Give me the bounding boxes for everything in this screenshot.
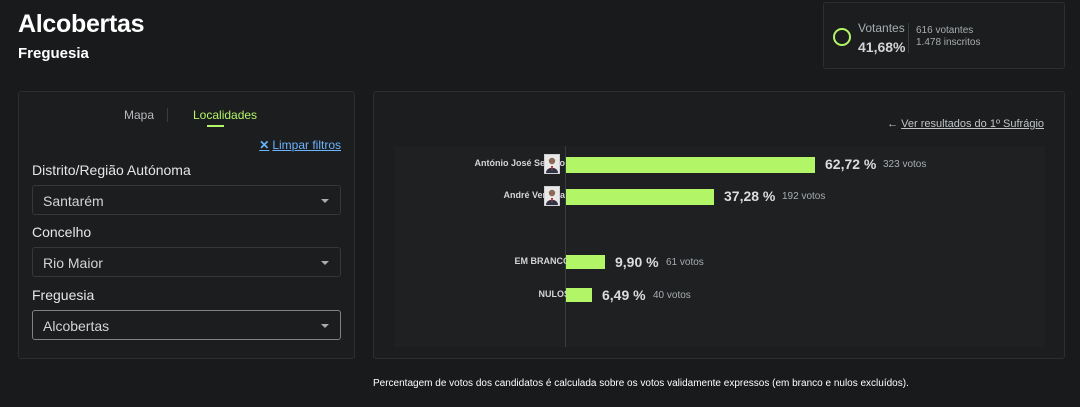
bar-votes-ant-nio-jos-seguro: 323 votos (883, 159, 927, 170)
results-chart: António José Seguro 62,72 % 323 votos André… (394, 146, 1045, 347)
bar-percentage-ant-nio-jos-seguro: 62,72 % (825, 156, 877, 172)
clear-filters-label: Limpar filtros (272, 138, 341, 152)
first-round-link[interactable]: ← Ver resultados do 1º Sufrágio (887, 118, 1044, 130)
parish-select[interactable]: Alcobertas (32, 310, 341, 340)
results-panel: ← Ver resultados do 1º Sufrágio António … (373, 91, 1065, 359)
district-select[interactable]: Santarém (32, 185, 341, 215)
municipality-label: Concelho (32, 224, 92, 240)
page-title: Alcobertas (18, 10, 145, 38)
page-subtitle: Freguesia (18, 45, 89, 62)
turnout-label: Votantes (858, 21, 905, 35)
voters-count: 616 votantes (916, 25, 974, 36)
district-label: Distrito/Região Autónoma (32, 162, 191, 178)
parish-value: Alcobertas (43, 318, 110, 334)
bar-percentage-em-branco: 9,90 % (615, 254, 659, 270)
close-icon: ✕ (259, 138, 270, 152)
municipality-select[interactable]: Rio Maior (32, 247, 341, 277)
municipality-value: Rio Maior (43, 255, 103, 271)
bar-label-em-branco: EM BRANCO (514, 256, 571, 266)
tab-localities[interactable]: Localidades (193, 108, 258, 122)
active-tab-indicator (207, 125, 224, 127)
tab-map[interactable]: Mapa (124, 108, 155, 122)
bar-votes-em-branco: 61 votos (666, 257, 704, 268)
district-value: Santarém (43, 193, 104, 209)
bar-percentage-nulos: 6,49 % (602, 287, 646, 303)
turnout-ring-icon (833, 28, 851, 46)
bar-ant-nio-jos-seguro (566, 157, 815, 173)
clear-filters-link[interactable]: ✕ Limpar filtros (259, 138, 341, 152)
first-round-label: Ver resultados do 1º Sufrágio (901, 118, 1044, 130)
bar-label-nulos: NULOS (538, 289, 571, 299)
footnote: Percentagem de votos dos candidatos é ca… (373, 378, 909, 389)
bar-nulos (566, 288, 592, 302)
candidate-avatar-icon (544, 186, 560, 206)
chevron-down-icon (321, 261, 329, 265)
turnout-card: Votantes 41,68% 616 votantes 1.478 inscr… (823, 2, 1065, 69)
bar-votes-andr-ventura: 192 votos (782, 191, 826, 202)
chevron-down-icon (321, 199, 329, 203)
chart-axis (565, 146, 566, 347)
bar-label-ant-nio-jos-seguro: António José Seguro (474, 158, 565, 168)
bar-votes-nulos: 40 votos (653, 290, 691, 301)
arrow-left-icon: ← (887, 118, 899, 130)
tab-separator (167, 108, 168, 122)
parish-label: Freguesia (32, 287, 95, 303)
turnout-divider (908, 23, 909, 53)
bar-label-andr-ventura: André Ventura (503, 190, 565, 200)
filters-panel: Mapa Localidades ✕ Limpar filtros Distri… (18, 91, 355, 359)
bar-em-branco (566, 255, 605, 269)
bar-andr-ventura (566, 189, 714, 205)
chevron-down-icon (321, 324, 329, 328)
bar-percentage-andr-ventura: 37,28 % (724, 188, 776, 204)
turnout-percentage: 41,68% (858, 39, 906, 55)
candidate-avatar-icon (544, 154, 560, 174)
registered-count: 1.478 inscritos (916, 37, 981, 48)
